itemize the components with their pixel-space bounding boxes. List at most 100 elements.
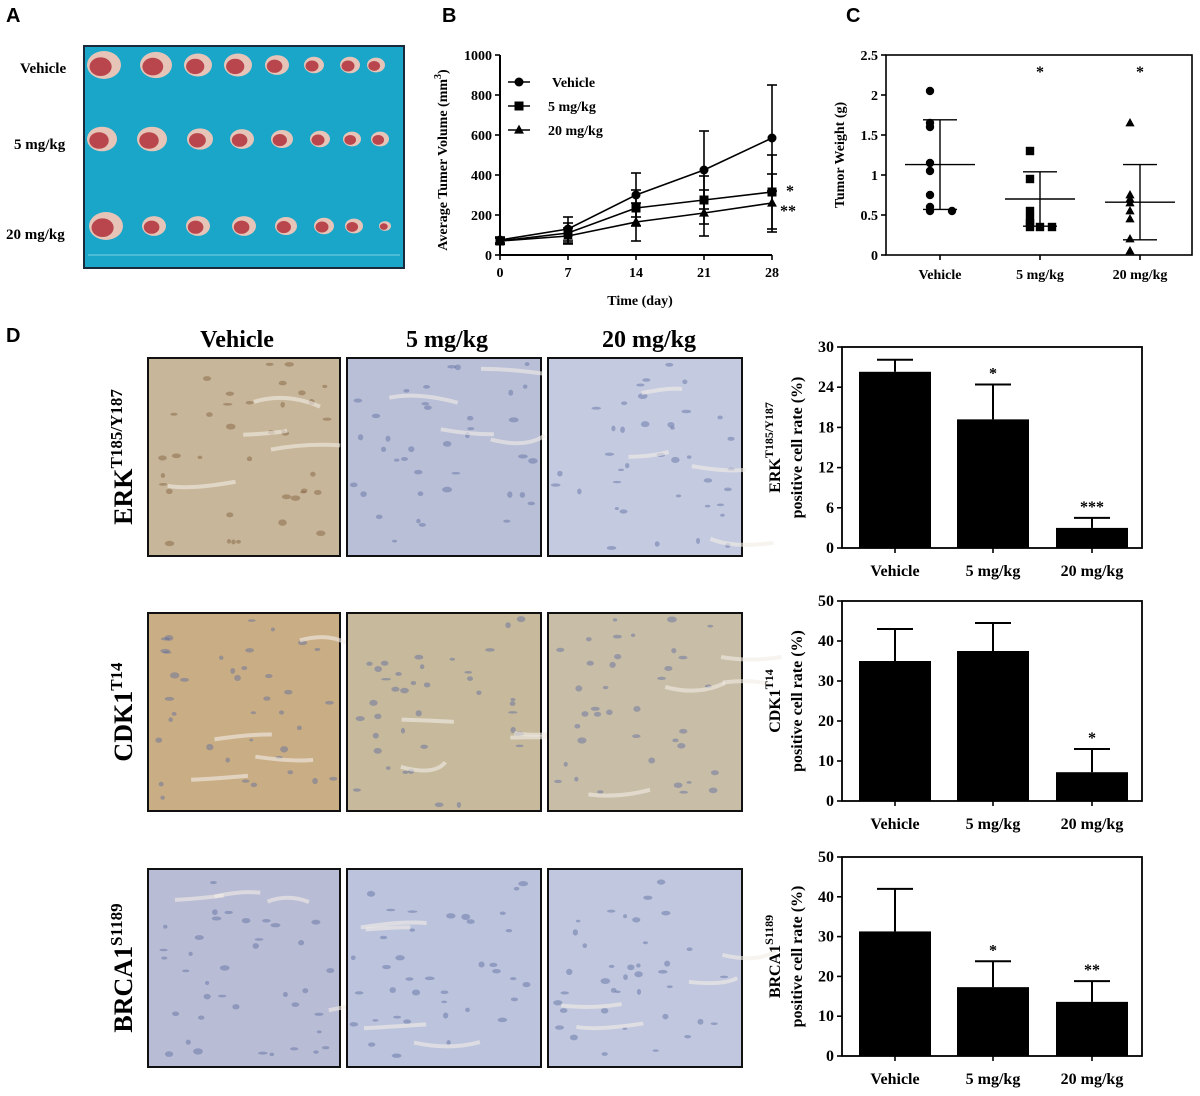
photo-row-label-vehicle: Vehicle (20, 61, 66, 77)
x-tick-label: 21 (697, 266, 711, 281)
ihc-nucleus (403, 388, 410, 393)
ihc-nucleus (619, 509, 628, 514)
ihc-nucleus (466, 919, 475, 924)
y-tick-label: 1.5 (861, 129, 879, 144)
data-point (925, 190, 935, 200)
ihc-nucleus (591, 406, 602, 410)
ihc-nucleus (400, 687, 409, 694)
ihc-stroma (299, 635, 347, 645)
y-tick-label: 50 (818, 593, 834, 610)
ihc-nucleus (374, 666, 383, 673)
ihc-nucleus (314, 489, 322, 496)
tumor-blood (231, 133, 248, 147)
ihc-nucleus (405, 977, 414, 981)
ihc-nucleus (310, 471, 316, 477)
ihc-nucleus (350, 955, 356, 961)
tumor-blood (276, 221, 291, 234)
y-tick-label: 20 (818, 968, 834, 985)
ihc-nucleus (423, 405, 432, 410)
ihc-nucleus (218, 994, 227, 998)
y-tick-label: 0 (485, 249, 492, 264)
ihc-nucleus (395, 671, 402, 676)
ihc-stroma (440, 427, 494, 437)
ihc-nucleus (381, 446, 387, 453)
ihc-nucleus (686, 781, 692, 784)
ihc-nucleus (206, 743, 214, 751)
ihc-nucleus (661, 910, 671, 916)
ihc-nucleus (666, 985, 673, 989)
ihc-nucleus (367, 1042, 376, 1047)
ihc-nucleus (312, 777, 318, 785)
y-tick-label: 200 (471, 209, 492, 224)
ihc-nucleus (508, 389, 514, 396)
ihc-nucleus (224, 910, 233, 915)
ihc-nucleus (416, 518, 421, 524)
ihc-nucleus (574, 776, 579, 782)
ihc-nucleus (250, 782, 258, 788)
ihc-nucleus (451, 472, 461, 475)
ihc-nucleus (518, 454, 528, 459)
ihc-nucleus (654, 541, 660, 547)
bar (957, 419, 1029, 548)
data-point (699, 165, 709, 175)
y-tick-label: 2.5 (861, 49, 879, 64)
ihc-nucleus (677, 742, 686, 749)
ihc-nucleus (316, 1030, 322, 1034)
ihc-nucleus (366, 890, 376, 897)
ihc-row-label-text: ERK (109, 468, 138, 525)
panel-label-d: D (6, 325, 20, 347)
ihc-nucleus (560, 991, 569, 995)
ihc-nucleus (391, 686, 400, 692)
ihc-stroma (575, 1021, 644, 1031)
ihc-nucleus (280, 401, 285, 408)
ihc-stroma (363, 1022, 427, 1031)
data-point (1125, 245, 1135, 255)
ihc-nucleus (442, 441, 452, 447)
ihc-nucleus (357, 434, 364, 441)
ihc-nucleus (165, 488, 173, 494)
ihc-nucleus (456, 801, 462, 808)
ihc-nucleus (679, 790, 689, 794)
ihc-nucleus (600, 1007, 609, 1014)
y-axis-title-line1-sup: T185/Y187 (762, 402, 776, 458)
ihc-nucleus (232, 1004, 240, 1010)
ihc-stroma (365, 925, 411, 932)
ihc-nucleus (575, 919, 581, 923)
significance-mark: * (989, 366, 997, 383)
ihc-stroma (560, 1002, 622, 1009)
tumor-blood (346, 221, 359, 232)
ihc-nucleus (262, 918, 271, 923)
ihc-nucleus (418, 522, 426, 527)
ihc-nucleus (489, 962, 498, 967)
ihc-nucleus (372, 732, 379, 739)
y-tick-label: 800 (471, 89, 492, 104)
photo-row-label-20mg: 20 mg/kg (6, 227, 65, 243)
ihc-nucleus (403, 1019, 412, 1024)
ihc-nucleus (302, 988, 309, 994)
ihc-nucleus (230, 668, 236, 674)
ihc-nucleus (381, 677, 391, 681)
ihc-image (547, 612, 743, 812)
ihc-nucleus (636, 963, 641, 968)
ihc-stroma (688, 976, 739, 986)
ihc-row-label-sup: T14 (107, 662, 126, 691)
ihc-nucleus (575, 685, 583, 692)
ihc-nucleus (360, 491, 367, 498)
ihc-nucleus (697, 1018, 704, 1025)
plot-frame (885, 54, 1193, 256)
ihc-nucleus (252, 943, 259, 949)
ihc-nucleus (160, 637, 171, 641)
ihc-nucleus (287, 770, 294, 775)
ihc-nucleus (369, 699, 378, 706)
ihc-nucleus (630, 633, 636, 638)
ihc-nucleus (164, 540, 175, 547)
ihc-nucleus (206, 412, 213, 417)
ihc-stroma (691, 464, 746, 473)
ihc-stroma (266, 895, 310, 904)
ihc-nucleus (515, 744, 524, 748)
y-tick-label: 0 (826, 540, 834, 557)
tumor-blood (142, 57, 164, 76)
data-point (1125, 233, 1135, 243)
ihc-stroma (709, 536, 774, 547)
ihc-nucleus (159, 948, 168, 952)
